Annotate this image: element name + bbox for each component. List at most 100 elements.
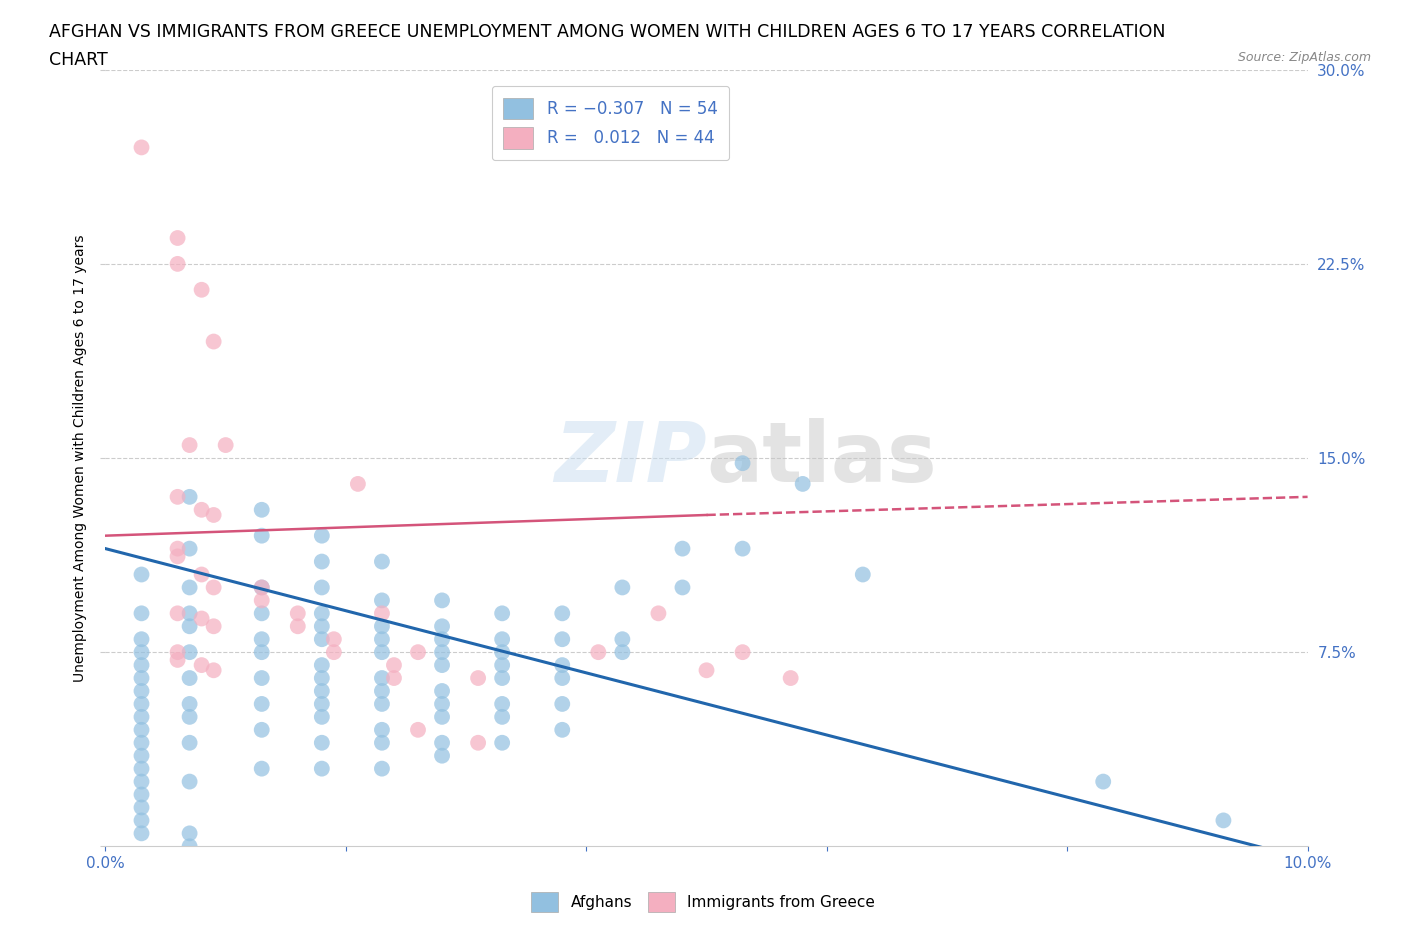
Point bbox=[131, 644, 153, 659]
Point bbox=[671, 541, 693, 556]
Point bbox=[131, 658, 153, 672]
Text: atlas: atlas bbox=[707, 418, 938, 498]
Point bbox=[371, 606, 394, 621]
Point bbox=[382, 671, 405, 685]
Point bbox=[179, 580, 201, 595]
Point bbox=[179, 839, 201, 854]
Point bbox=[131, 736, 153, 751]
Text: CHART: CHART bbox=[49, 51, 108, 69]
Point bbox=[647, 606, 669, 621]
Point bbox=[166, 257, 188, 272]
Point bbox=[371, 697, 394, 711]
Point bbox=[551, 606, 574, 621]
Point bbox=[131, 761, 153, 776]
Point bbox=[1092, 774, 1115, 789]
Point bbox=[491, 697, 513, 711]
Point bbox=[179, 489, 201, 504]
Point bbox=[371, 554, 394, 569]
Point bbox=[250, 580, 273, 595]
Point bbox=[588, 644, 610, 659]
Point bbox=[382, 658, 405, 672]
Point bbox=[250, 580, 273, 595]
Point bbox=[250, 761, 273, 776]
Point bbox=[179, 826, 201, 841]
Point bbox=[250, 606, 273, 621]
Point bbox=[731, 644, 754, 659]
Point bbox=[430, 618, 453, 633]
Point bbox=[371, 723, 394, 737]
Point bbox=[322, 631, 344, 646]
Point bbox=[371, 684, 394, 698]
Point bbox=[250, 723, 273, 737]
Point bbox=[430, 684, 453, 698]
Point bbox=[406, 644, 429, 659]
Point bbox=[131, 684, 153, 698]
Point bbox=[131, 671, 153, 685]
Point bbox=[131, 749, 153, 764]
Point bbox=[131, 787, 153, 802]
Point bbox=[214, 438, 236, 453]
Point bbox=[430, 658, 453, 672]
Point bbox=[311, 528, 333, 543]
Point bbox=[131, 774, 153, 789]
Point bbox=[131, 567, 153, 582]
Point bbox=[371, 736, 394, 751]
Point bbox=[322, 644, 344, 659]
Point bbox=[250, 631, 273, 646]
Point bbox=[467, 671, 489, 685]
Point bbox=[371, 761, 394, 776]
Point bbox=[131, 826, 153, 841]
Point bbox=[166, 644, 188, 659]
Point bbox=[179, 606, 201, 621]
Point bbox=[371, 644, 394, 659]
Point bbox=[371, 631, 394, 646]
Point bbox=[179, 774, 201, 789]
Point bbox=[202, 580, 225, 595]
Point bbox=[696, 663, 718, 678]
Point bbox=[166, 489, 188, 504]
Point bbox=[612, 644, 634, 659]
Point bbox=[250, 502, 273, 517]
Point bbox=[491, 736, 513, 751]
Legend: Afghans, Immigrants from Greece: Afghans, Immigrants from Greece bbox=[524, 886, 882, 918]
Point bbox=[166, 606, 188, 621]
Point bbox=[131, 723, 153, 737]
Point bbox=[551, 658, 574, 672]
Point bbox=[202, 618, 225, 633]
Point bbox=[491, 644, 513, 659]
Point bbox=[190, 658, 212, 672]
Point bbox=[250, 644, 273, 659]
Text: AFGHAN VS IMMIGRANTS FROM GREECE UNEMPLOYMENT AMONG WOMEN WITH CHILDREN AGES 6 T: AFGHAN VS IMMIGRANTS FROM GREECE UNEMPLO… bbox=[49, 23, 1166, 41]
Point bbox=[430, 710, 453, 724]
Point bbox=[131, 140, 153, 155]
Y-axis label: Unemployment Among Women with Children Ages 6 to 17 years: Unemployment Among Women with Children A… bbox=[73, 234, 87, 682]
Point bbox=[347, 476, 370, 491]
Point bbox=[190, 283, 212, 298]
Point bbox=[551, 697, 574, 711]
Point bbox=[491, 710, 513, 724]
Point bbox=[311, 671, 333, 685]
Point bbox=[491, 606, 513, 621]
Point bbox=[1212, 813, 1234, 828]
Point bbox=[311, 736, 333, 751]
Point bbox=[491, 671, 513, 685]
Point bbox=[131, 606, 153, 621]
Point bbox=[311, 658, 333, 672]
Point bbox=[287, 618, 309, 633]
Point bbox=[287, 606, 309, 621]
Point bbox=[131, 697, 153, 711]
Text: Source: ZipAtlas.com: Source: ZipAtlas.com bbox=[1237, 51, 1371, 64]
Point bbox=[166, 653, 188, 668]
Point bbox=[311, 618, 333, 633]
Point bbox=[311, 631, 333, 646]
Point bbox=[131, 710, 153, 724]
Point bbox=[371, 618, 394, 633]
Point bbox=[311, 697, 333, 711]
Point bbox=[131, 800, 153, 815]
Point bbox=[551, 723, 574, 737]
Point bbox=[179, 618, 201, 633]
Point bbox=[311, 710, 333, 724]
Point bbox=[371, 593, 394, 608]
Point bbox=[202, 663, 225, 678]
Point bbox=[250, 528, 273, 543]
